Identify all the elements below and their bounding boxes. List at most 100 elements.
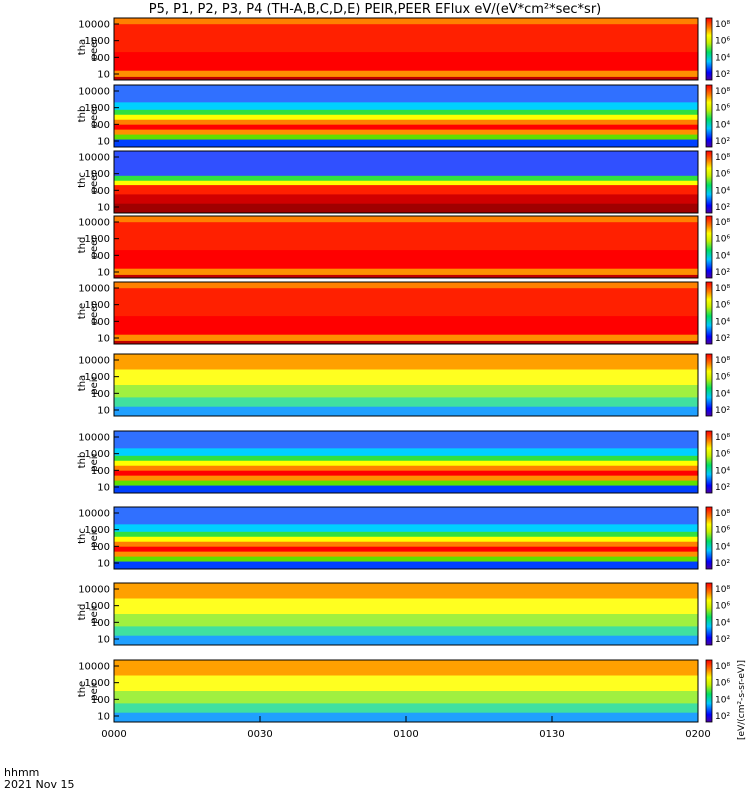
colorbar-tick-label: 10⁴ <box>715 542 730 552</box>
panel-tha-peir: tha peir 10000 1000 100 10 10⁸ 10⁶ 10⁴ 10² <box>77 353 730 417</box>
panel-thb-peer: thb peer 10000 1000 100 10 10⁸ 10⁶ 10⁴ 10² <box>77 84 730 148</box>
colorbar-tick-label: 10⁴ <box>715 618 730 628</box>
colorbar-tick-label: 10⁸ <box>715 153 730 163</box>
y-tick-label: 10000 <box>78 87 110 98</box>
y-tick-label: 10 <box>97 712 110 723</box>
colorbar-tick-label: 10⁶ <box>715 679 730 689</box>
y-tick-label: 100 <box>91 186 110 197</box>
spectrogram-band <box>114 480 698 487</box>
colorbar-tick-label: 10⁸ <box>715 585 730 595</box>
panel-probe-label: thb <box>77 452 88 469</box>
y-tick-label: 100 <box>91 317 110 328</box>
spectrogram-band <box>114 635 698 646</box>
panel-probe-label: thd <box>77 604 88 621</box>
panel-thc-peir: thc peir 10000 1000 100 10 10⁸ 10⁶ 10⁴ 10² <box>77 506 730 570</box>
panel-thc-peer: thc peer 10000 1000 100 10 10⁸ 10⁶ 10⁴ 10² <box>77 150 730 214</box>
spectrogram-band <box>114 222 698 251</box>
colorbar-tick-label: 10⁸ <box>715 356 730 366</box>
x-tick-label: 0100 <box>393 729 418 740</box>
panel-species-label: peir <box>89 451 100 471</box>
y-tick-label: 10000 <box>78 433 110 444</box>
y-tick-label: 10000 <box>78 153 110 164</box>
y-tick-label: 1000 <box>85 449 110 460</box>
colorbar-tick-label: 10⁶ <box>715 301 730 311</box>
spectrogram-band <box>114 455 698 462</box>
spectrogram-band <box>114 175 698 182</box>
y-tick-label: 100 <box>91 695 110 706</box>
panel-species-label: peir <box>89 680 100 700</box>
spectrogram-band <box>114 274 698 279</box>
panel-thd-peir: thd peir 10000 1000 100 10 10⁸ 10⁶ 10⁴ 10² <box>77 582 730 646</box>
colorbar-tick-label: 10⁶ <box>715 602 730 612</box>
colorbar <box>705 659 713 723</box>
y-tick-label: 1000 <box>85 300 110 311</box>
time-format-label: hhmm <box>4 766 40 779</box>
spectrogram-band <box>114 369 698 386</box>
spectrogram-band <box>114 541 698 548</box>
colorbar-tick-label: 10⁸ <box>715 218 730 228</box>
spectrogram-band <box>114 119 698 126</box>
panel-frame <box>113 150 699 214</box>
spectrogram-band <box>114 475 698 482</box>
y-tick-label: 1000 <box>85 525 110 536</box>
panel-frame <box>113 215 699 279</box>
panel-probe-label: thb <box>77 106 88 123</box>
panel-species-label: peer <box>89 235 100 259</box>
spectrogram-band <box>114 282 698 289</box>
spectrogram-band <box>114 546 698 553</box>
spectrogram-band <box>114 626 698 637</box>
spectrogram-band <box>114 52 698 72</box>
colorbar-tick-label: 10² <box>715 203 730 213</box>
spectrogram-band <box>114 151 698 177</box>
spectrogram-band <box>114 70 698 78</box>
panel-the-peir: the peir 10000 1000 100 10 10⁸ 10⁶ 10⁴ 10² <box>77 659 730 723</box>
colorbar-tick-label: 10⁴ <box>715 251 730 261</box>
panel-probe-label: thc <box>77 172 88 188</box>
colorbar <box>705 150 713 214</box>
y-tick-label: 10000 <box>78 356 110 367</box>
spectrogram-band <box>114 397 698 408</box>
colorbar <box>705 430 713 494</box>
date-label: 2021 Nov 15 <box>4 778 75 791</box>
colorbar-tick-label: 10² <box>715 268 730 278</box>
spectrogram-band <box>114 448 698 457</box>
y-tick-label: 10 <box>97 559 110 570</box>
panel-species-label: peer <box>89 170 100 194</box>
panel-frame <box>113 17 699 81</box>
y-tick-label: 1000 <box>85 372 110 383</box>
colorbar-tick-label: 10⁴ <box>715 317 730 327</box>
colorbar-tick-label: 10⁶ <box>715 450 730 460</box>
panel-tha-peer: tha peer 10000 1000 100 10 10⁸ 10⁶ 10⁴ 10² <box>77 17 730 81</box>
spectrogram-band <box>114 288 698 317</box>
spectrogram-band <box>114 268 698 276</box>
panel-frame <box>113 84 699 148</box>
spectrogram-band <box>114 85 698 103</box>
x-tick-label: 0000 <box>101 729 126 740</box>
x-tick-label: 0130 <box>539 729 564 740</box>
panel-species-label: peir <box>89 374 100 394</box>
spectrogram-band <box>114 583 698 599</box>
panel-frame <box>113 353 699 417</box>
panel-frame <box>113 430 699 494</box>
y-tick-label: 10000 <box>78 509 110 520</box>
colorbar-tick-label: 10⁸ <box>715 509 730 519</box>
spectrogram-band <box>114 24 698 53</box>
colorbar-unit-label: [eV/(cm²-s-sr-eV)] <box>737 660 747 740</box>
panel-probe-label: the <box>77 681 88 697</box>
colorbar-tick-label: 10⁴ <box>715 120 730 130</box>
spectrogram-band <box>114 185 698 195</box>
spectrogram-band <box>114 531 698 538</box>
y-tick-label: 100 <box>91 542 110 553</box>
x-tick-label: 0200 <box>685 729 710 740</box>
spectrogram-band <box>114 129 698 136</box>
spectrogram-band <box>114 485 698 494</box>
colorbar-tick-label: 10⁴ <box>715 695 730 705</box>
colorbar-tick-label: 10⁶ <box>715 104 730 114</box>
colorbar <box>705 353 713 417</box>
y-tick-label: 10 <box>97 203 110 214</box>
y-tick-label: 100 <box>91 618 110 629</box>
y-tick-label: 10 <box>97 137 110 148</box>
panel-frame <box>113 582 699 646</box>
spectrogram-band <box>114 250 698 270</box>
